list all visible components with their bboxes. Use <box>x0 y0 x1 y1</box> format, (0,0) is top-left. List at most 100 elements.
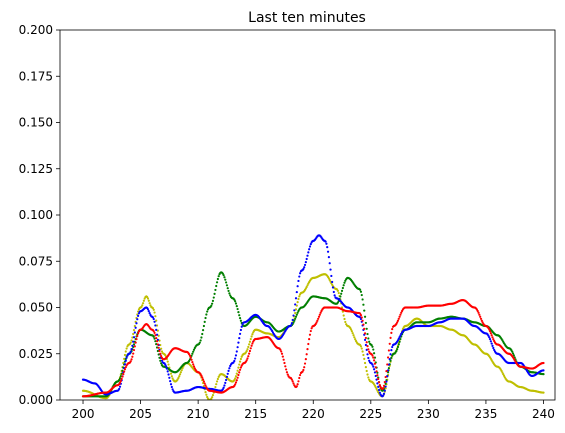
data-point <box>130 358 133 361</box>
data-point <box>160 354 163 358</box>
data-point <box>382 387 385 390</box>
data-point <box>130 348 133 351</box>
data-point <box>386 363 389 366</box>
data-point <box>132 329 136 332</box>
data-point <box>397 343 400 346</box>
data-point <box>248 349 252 353</box>
data-point <box>388 358 391 361</box>
data-point <box>364 336 367 340</box>
data-point <box>167 363 170 366</box>
data-point <box>512 354 515 357</box>
data-point <box>237 311 240 314</box>
data-point <box>359 288 362 291</box>
data-point <box>191 352 194 355</box>
data-point <box>228 367 231 370</box>
x-tick-label: 215 <box>244 407 267 421</box>
data-point <box>123 370 126 373</box>
data-point <box>501 371 504 374</box>
data-point <box>367 356 370 360</box>
data-point <box>370 343 373 347</box>
data-point <box>202 324 205 328</box>
data-point <box>236 369 239 372</box>
data-point <box>298 376 301 380</box>
data-point <box>155 340 159 343</box>
data-point <box>384 375 387 379</box>
data-point <box>542 373 545 376</box>
data-point <box>234 381 238 384</box>
data-point <box>366 373 369 376</box>
data-point <box>373 352 376 355</box>
data-point <box>239 328 242 332</box>
data-point <box>385 370 388 373</box>
data-point <box>148 312 151 315</box>
data-point <box>326 250 330 253</box>
series-2 <box>81 234 545 398</box>
data-point <box>233 298 236 301</box>
data-point <box>129 360 132 363</box>
data-point <box>171 388 174 391</box>
data-point <box>296 301 299 304</box>
data-point <box>398 340 401 343</box>
data-point <box>123 357 126 360</box>
data-point <box>238 363 241 366</box>
data-point <box>156 349 159 353</box>
data-point <box>235 305 238 308</box>
data-point <box>221 388 224 391</box>
data-point <box>210 304 213 307</box>
data-point <box>192 365 196 368</box>
data-point <box>234 377 237 380</box>
data-point <box>364 321 367 325</box>
data-point <box>295 290 298 294</box>
data-point <box>399 313 402 316</box>
data-point <box>151 306 155 310</box>
data-point <box>153 331 156 335</box>
data-point <box>398 336 401 339</box>
data-point <box>201 378 205 381</box>
data-point <box>155 346 159 349</box>
data-point <box>132 340 135 343</box>
data-point <box>304 261 307 264</box>
data-point <box>375 387 378 390</box>
data-point <box>119 375 122 378</box>
data-point <box>191 360 194 364</box>
data-point <box>235 372 238 375</box>
data-point <box>284 365 287 368</box>
data-point <box>239 357 242 361</box>
data-point <box>250 344 253 347</box>
data-point <box>203 320 206 323</box>
data-point <box>227 289 230 293</box>
data-point <box>237 341 240 344</box>
y-tick-label: 0.175 <box>19 69 53 83</box>
data-point <box>154 315 157 318</box>
data-point <box>227 369 230 372</box>
data-point <box>132 343 136 346</box>
data-point <box>180 369 183 372</box>
data-point <box>488 328 491 331</box>
data-point <box>488 336 491 339</box>
data-point <box>377 388 381 392</box>
data-point <box>297 297 300 301</box>
data-point <box>118 381 122 384</box>
data-point <box>202 380 205 383</box>
data-point <box>341 286 344 290</box>
data-point <box>280 352 284 355</box>
data-point <box>382 394 385 397</box>
data-point <box>238 337 241 340</box>
data-point <box>136 334 139 338</box>
data-point <box>239 319 242 322</box>
data-point <box>373 359 376 362</box>
data-point <box>160 350 164 353</box>
data-point <box>131 355 134 358</box>
data-point <box>211 396 214 399</box>
data-point <box>236 346 239 349</box>
data-point <box>491 336 494 339</box>
data-point <box>387 363 390 366</box>
data-point <box>391 328 394 331</box>
data-point <box>280 350 283 353</box>
data-point <box>204 316 207 320</box>
data-point <box>342 284 345 287</box>
data-point <box>216 377 219 381</box>
data-point <box>248 340 252 343</box>
data-point <box>159 359 162 362</box>
data-point <box>299 373 302 377</box>
